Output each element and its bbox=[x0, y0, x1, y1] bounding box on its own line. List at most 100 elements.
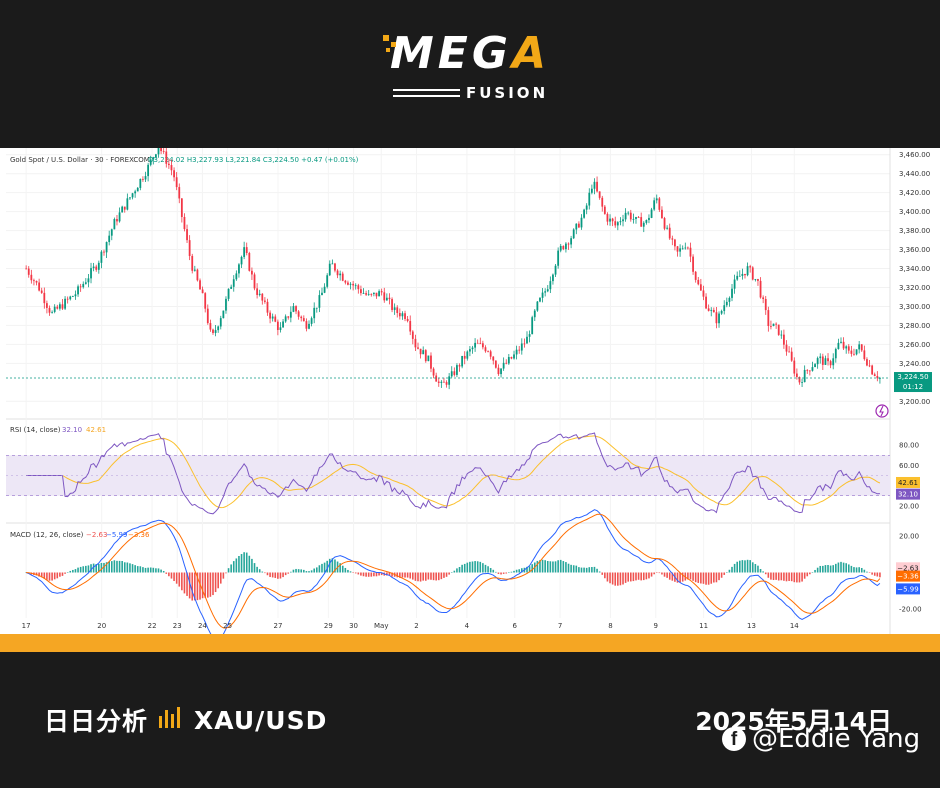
candle-body bbox=[160, 147, 162, 152]
candle-body bbox=[757, 279, 759, 281]
candle-body bbox=[214, 330, 217, 333]
rsi-badge-label: 32.10 bbox=[898, 491, 918, 499]
price-series bbox=[25, 145, 881, 390]
candle-body bbox=[557, 250, 560, 266]
macd-hist-bar bbox=[544, 560, 546, 573]
macd-hist-bar bbox=[134, 565, 136, 573]
candle-body bbox=[871, 365, 874, 375]
macd-hist-bar bbox=[461, 564, 463, 573]
macd-hist-bar bbox=[404, 572, 406, 578]
macd-hist-bar bbox=[375, 572, 378, 577]
macd-hist-bar bbox=[658, 572, 661, 574]
price-tick-label: 3,260.00 bbox=[899, 341, 930, 349]
macd-badges: −2.63 −3.36 −5.99 bbox=[896, 562, 920, 595]
candle-body bbox=[90, 268, 92, 279]
candle-body bbox=[206, 308, 209, 324]
candle-body bbox=[788, 351, 790, 353]
macd-hist-bar bbox=[723, 572, 726, 575]
alert-icon[interactable] bbox=[875, 404, 889, 418]
macd-hist-bar bbox=[261, 571, 264, 573]
candle-body bbox=[136, 187, 139, 192]
macd-hist-bar bbox=[399, 572, 401, 578]
macd-hist-bar bbox=[749, 560, 751, 573]
candle-body bbox=[456, 365, 458, 375]
macd-hist-bar bbox=[759, 568, 762, 573]
macd-hist-bar bbox=[790, 572, 793, 582]
macd-hist-bar bbox=[705, 572, 707, 585]
macd-hist-bar bbox=[785, 572, 788, 582]
macd-hist-bar bbox=[349, 571, 352, 573]
macd-hist-bar bbox=[495, 571, 497, 573]
macd-hist-bar bbox=[269, 572, 271, 577]
macd-hist-bar bbox=[160, 569, 162, 573]
macd-hist-bar bbox=[38, 572, 40, 577]
candle-body bbox=[152, 157, 155, 160]
candle-body bbox=[801, 382, 803, 383]
candle-body bbox=[48, 307, 51, 313]
candle-body bbox=[699, 284, 702, 291]
candle-body bbox=[251, 270, 253, 275]
macd-hist-bar bbox=[661, 572, 663, 575]
candle-body bbox=[92, 266, 95, 269]
candle-body bbox=[305, 321, 308, 329]
candle-body bbox=[526, 336, 528, 344]
macd-hist-bar bbox=[352, 572, 354, 573]
candle-body bbox=[611, 218, 614, 222]
macd-hist-bar bbox=[463, 563, 466, 573]
chart-panel[interactable]: Gold Spot / U.S. Dollar · 30 · FOREXCOM … bbox=[0, 145, 940, 640]
candle-body bbox=[629, 212, 632, 220]
macd-hist-bar bbox=[671, 572, 674, 581]
macd-hist-bar bbox=[655, 572, 658, 573]
candle-body bbox=[279, 327, 282, 330]
footer: 日日分析 XAU/USD 2025年5月14日 f @Eddie Yang bbox=[0, 652, 940, 788]
macd-hist-bar bbox=[292, 569, 295, 573]
macd-hist-bar bbox=[110, 561, 113, 573]
candle-body bbox=[349, 283, 352, 285]
candle-body bbox=[785, 344, 788, 352]
price-tick-label: 3,200.00 bbox=[899, 398, 930, 406]
macd-hist-bar bbox=[554, 561, 557, 573]
candle-body bbox=[144, 176, 147, 180]
candle-body bbox=[845, 346, 848, 349]
macd-hist-bar bbox=[842, 562, 845, 573]
candle-body bbox=[770, 326, 772, 327]
candle-body bbox=[341, 273, 344, 281]
candle-body bbox=[414, 338, 417, 348]
candle-body bbox=[603, 206, 606, 214]
candle-body bbox=[315, 307, 318, 309]
candle-body bbox=[344, 280, 347, 283]
candle-body bbox=[453, 371, 456, 375]
candle-body bbox=[572, 229, 575, 239]
candle-body bbox=[110, 229, 113, 236]
macd-hist-bar bbox=[850, 565, 853, 573]
candle-body bbox=[292, 306, 295, 312]
candle-body bbox=[627, 212, 630, 214]
candle-body bbox=[33, 280, 35, 282]
time-tick-label: 13 bbox=[747, 622, 756, 630]
macd-hist-bar bbox=[448, 572, 450, 575]
macd-hist-bar bbox=[178, 572, 181, 587]
macd-hist-bar bbox=[754, 564, 757, 573]
candle-body bbox=[606, 213, 609, 222]
candle-body bbox=[404, 313, 406, 319]
macd-hist-bar bbox=[310, 570, 313, 573]
macd-hist-bar bbox=[367, 572, 370, 577]
time-tick-label: 27 bbox=[274, 622, 283, 630]
candle-body bbox=[533, 310, 536, 318]
macd-hist-bar bbox=[214, 572, 217, 593]
candle-body bbox=[840, 341, 842, 343]
macd-hist-bar bbox=[209, 572, 212, 597]
macd-hist-bar bbox=[170, 572, 173, 579]
candle-body bbox=[821, 356, 824, 365]
candle-body bbox=[287, 316, 290, 318]
macd-hist-bar bbox=[139, 566, 142, 573]
rsi-tick-label: 20.00 bbox=[899, 502, 919, 510]
macd-hist-bar bbox=[860, 567, 863, 573]
price-tick-label: 3,300.00 bbox=[899, 303, 930, 311]
time-tick-label: 17 bbox=[22, 622, 31, 630]
macd-hist-bar bbox=[149, 567, 152, 573]
rsi-pane: RSI (14, close) 32.10 42.61 80.00 60.00 20… bbox=[6, 426, 920, 515]
macd-hist-bar bbox=[284, 572, 287, 576]
macd-hist-bar bbox=[541, 559, 544, 573]
candle-body bbox=[832, 358, 835, 366]
